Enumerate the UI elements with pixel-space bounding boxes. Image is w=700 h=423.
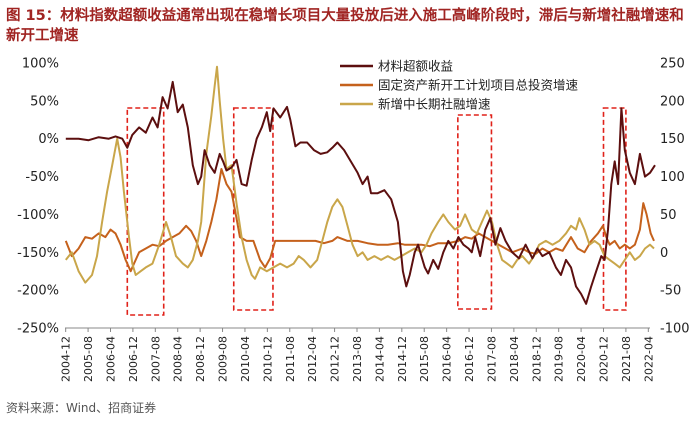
- right-tick-label: 150: [660, 132, 685, 147]
- x-tick-label: 2022-04: [642, 336, 655, 382]
- x-tick-label: 2008-12: [194, 336, 207, 382]
- x-tick-label: 2004-12: [60, 336, 73, 382]
- right-tick-label: 100: [660, 170, 685, 185]
- x-tick-label: 2021-08: [620, 336, 633, 382]
- legend-label: 材料超额收益: [378, 59, 453, 74]
- x-tick-label: 2010-04: [239, 336, 252, 382]
- left-tick-label: -250%: [17, 322, 59, 337]
- x-tick-label: 2014-04: [373, 336, 386, 382]
- source-note: 资料来源：Wind、招商证券: [6, 401, 157, 415]
- series-line-2: [65, 65, 655, 284]
- left-tick-label: -100%: [17, 208, 59, 223]
- right-tick-label: -50: [660, 284, 681, 299]
- legend-label: 固定资产新开工计划项目总投资增速: [378, 78, 579, 93]
- x-tick-label: 2005-08: [82, 336, 95, 382]
- x-tick-label: 2020-04: [575, 336, 588, 382]
- x-tick-label: 2006-04: [104, 336, 117, 382]
- x-tick-label: 2020-12: [598, 336, 611, 382]
- right-tick-label: 50: [660, 208, 677, 223]
- axes: 100% 50% 0% -50% -100% -150% -200% -250% 250 200 1…: [17, 57, 689, 382]
- x-tick-label: 2017-08: [485, 336, 498, 382]
- series-line-0: [65, 80, 656, 305]
- x-tick-label: 2014-12: [396, 336, 409, 382]
- x-tick-label: 2013-08: [351, 336, 364, 382]
- left-tick-label: 100%: [22, 57, 59, 72]
- right-tick-label: 0: [660, 246, 668, 261]
- x-tick-label: 2009-08: [217, 336, 230, 382]
- x-tick-label: 2011-08: [284, 336, 297, 382]
- x-tick-label: 2012-12: [329, 336, 342, 382]
- x-tick-label: 2007-08: [149, 336, 162, 382]
- x-tick-label: 2016-12: [463, 336, 476, 382]
- left-tick-label: -200%: [17, 284, 59, 299]
- x-tick-label: 2015-08: [418, 336, 431, 382]
- highlight-box: [232, 107, 274, 311]
- x-tick-label: 2008-04: [172, 336, 185, 382]
- legend-label: 新增中长期社融增速: [378, 97, 491, 112]
- left-tick-label: -50%: [25, 170, 59, 185]
- series-line-1: [64, 168, 655, 273]
- left-tick-label: -150%: [17, 246, 59, 261]
- page-title: 图 15：材料指数超额收益通常出现在稳增长项目大量投放后进入施工高峰阶段时，滞后…: [6, 8, 684, 44]
- left-tick-label: 50%: [30, 94, 59, 109]
- x-tick-label: 2012-04: [306, 336, 319, 382]
- right-tick-label: 250: [660, 57, 685, 72]
- highlight-boxes: [126, 107, 627, 316]
- right-tick-label: 200: [660, 94, 685, 109]
- left-tick-label: 0%: [38, 132, 59, 147]
- highlight-box: [126, 107, 165, 316]
- x-tick-label: 2018-12: [530, 336, 543, 382]
- right-tick-label: -100: [660, 322, 690, 337]
- x-tick-label: 2018-04: [508, 336, 521, 382]
- series-lines: [64, 65, 656, 305]
- x-tick-label: 2019-08: [553, 336, 566, 382]
- x-tick-label: 2016-04: [441, 336, 454, 382]
- highlight-box: [457, 114, 493, 310]
- x-tick-label: 2006-12: [127, 336, 140, 382]
- highlight-box: [602, 107, 627, 311]
- x-tick-label: 2010-12: [261, 336, 274, 382]
